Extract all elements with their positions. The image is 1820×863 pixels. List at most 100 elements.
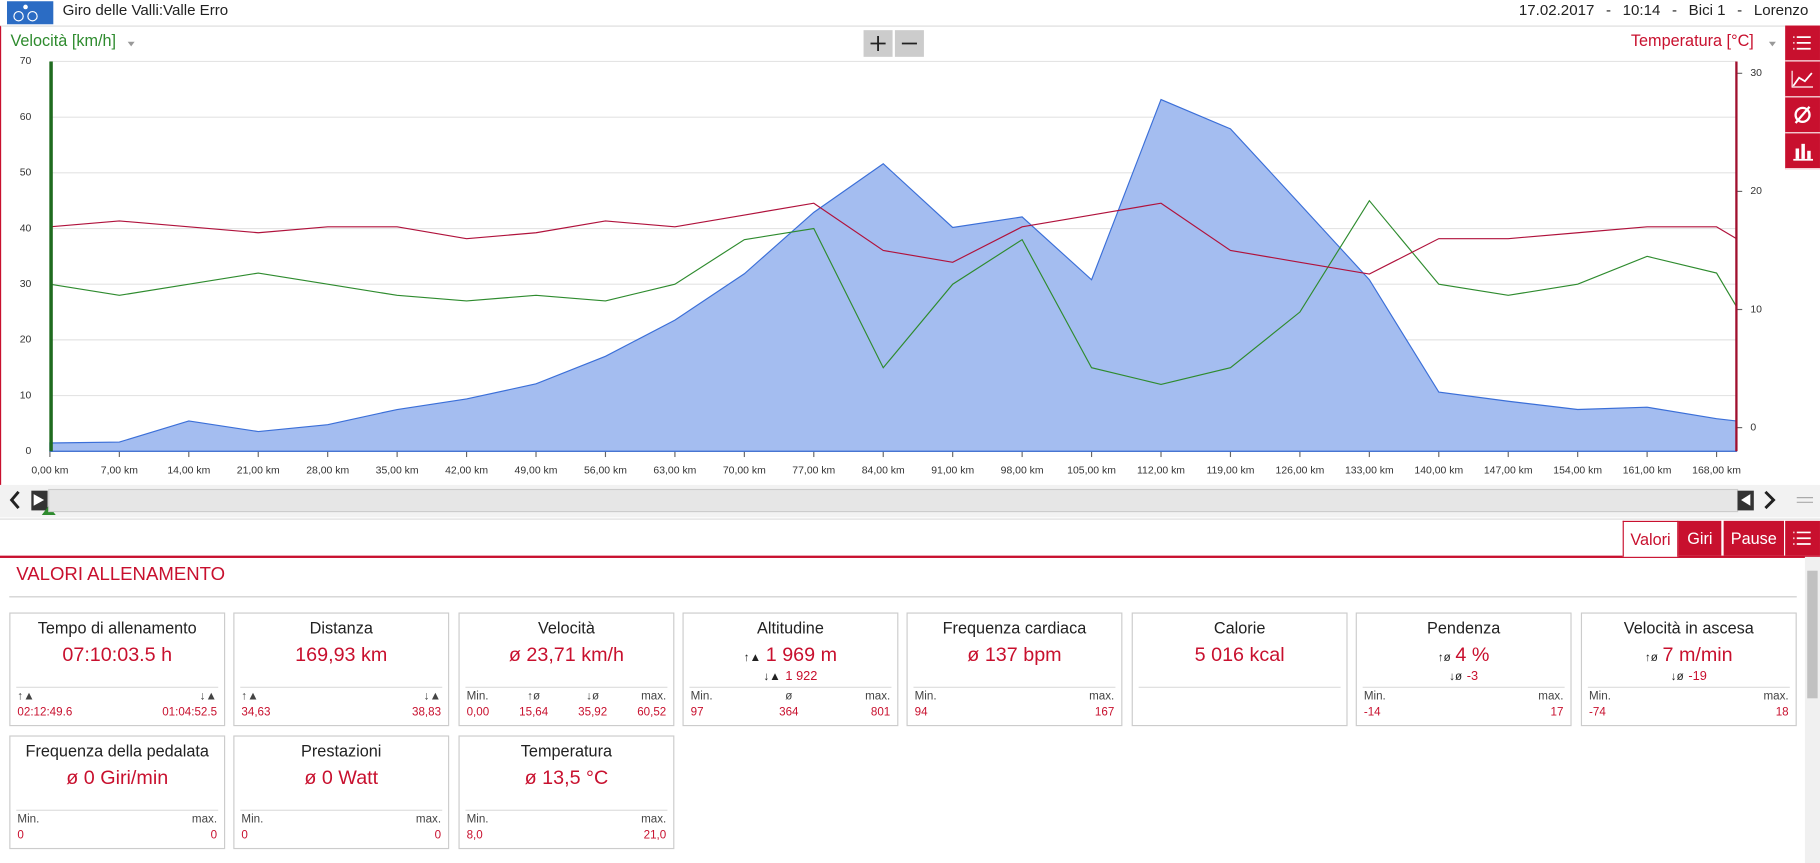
divider [689,686,892,688]
x-tick-label: 133,00 km [1345,466,1394,477]
y2-tick-label: 30 [1750,68,1762,79]
stat-label: ø [785,690,793,703]
tab[interactable]: Giri [1678,520,1722,556]
x-tick-label: 112,00 km [1137,466,1185,477]
stat-value: 364 [779,706,799,720]
stat: Min. 94 [915,690,937,719]
stat: max. 21,0 [641,813,666,842]
bike: Bici 1 [1688,1,1726,19]
stat-card: Prestazioni ø 0 Watt Min. 0 max. 0 [233,735,450,850]
value-icon: ↑ø [1644,651,1658,665]
zoom-out[interactable] [894,30,924,57]
altitude-area [49,98,1737,452]
y-tick-label: 60 [20,112,32,123]
stat-label: Min. [1363,690,1386,703]
x-tick-label: 98,00 km [1001,466,1044,477]
card-stats: Min. -74 max. 18 [1589,690,1789,719]
stat-label: max. [641,690,667,703]
stat-label: Min. [466,813,489,826]
divider [16,809,219,811]
tab[interactable]: Valori [1622,520,1679,557]
stat-label: Min. [914,690,937,703]
value-text: 169,93 km [295,643,388,666]
card-stats: ↑▲ 34,63 ↓▲ 38,83 [241,690,441,719]
divider [240,686,443,688]
stat: ø 364 [779,690,798,719]
y-tick-label: 20 [20,335,32,346]
y-tick-label: 50 [20,168,32,179]
average-button[interactable] [1785,97,1820,134]
x-tick-label: 0,00 km [31,466,68,477]
stat-label: Min. [17,813,40,826]
card-value: ø 13,5 °C [460,767,674,790]
card-value: ø 23,71 km/h [460,644,674,667]
sep: - [1672,1,1678,19]
x-tick-label: 168,00 km [1692,466,1741,477]
stat-value: 38,83 [412,706,442,720]
sub-icon: ↓ø [1449,670,1463,684]
sub-text: -19 [1688,669,1707,684]
stat-card: Velocità in ascesa ↑ø 7 m/min ↓ø -19 Min. -74 m… [1580,612,1797,727]
x-tick-label: 91,00 km [931,466,974,477]
stat: max. 801 [865,690,890,719]
stat-label: ↑ø [527,690,541,703]
card-title: Velocità [537,618,595,637]
scrollbar[interactable] [1804,556,1820,863]
stat-value: 15,64 [519,706,549,720]
bar-chart-button[interactable] [1785,133,1820,170]
tab-bar: Valori Giri Pause [0,518,1820,558]
card-stats: Min. 0 max. 0 [241,813,441,842]
range-slider[interactable] [0,484,1820,518]
sub-text: 1 922 [785,669,818,684]
stat-value: 801 [870,706,891,720]
card-sub: ↓▲ 1 922 [684,669,898,683]
y-axis-label: Velocità [km/h] [10,32,116,50]
stat-label: ↑▲ [241,690,259,703]
stat-label: ↓▲ [423,690,442,703]
stat-value: 0,00 [466,706,490,720]
value-text: ø 137 bpm [967,643,1062,666]
stat: Min. 0 [241,813,263,842]
dropdown[interactable] [127,41,135,47]
card-stats: Min. -14 max. 17 [1364,690,1564,719]
card-value: ↑▲ 1 969 m [684,644,898,667]
card-stats: Min. 0,00 ↑ø 15,64 ↓ø 35,92 max. 60,52 [467,690,667,719]
stat: ↓ø 35,92 [578,690,607,719]
card-title: Pendenza [1427,618,1501,637]
stat-card: Pendenza ↑ø 4 % ↓ø -3 Min. -14 max. 17 [1355,612,1572,727]
y2-tick-label: 20 [1750,186,1762,197]
zoom-in[interactable] [863,30,893,57]
line-chart-button[interactable] [1785,61,1820,98]
stat-card: Calorie 5 016 kcal [1131,612,1348,727]
sep: - [1737,1,1743,19]
divider [913,686,1116,688]
divider [16,686,219,688]
card-stats: Min. 94 max. 167 [915,690,1115,719]
stat-label: max. [1538,690,1564,703]
divider [465,809,668,811]
x-tick-label: 7,00 km [101,466,138,477]
dropdown[interactable] [1768,41,1776,47]
value-text: 1 969 m [765,643,838,666]
stat-value: 02:12:49.6 [17,706,73,720]
stat: max. 0 [192,813,217,842]
y-tick-label: 30 [20,279,32,290]
stat-label: Min. [1588,690,1611,703]
card-value: 5 016 kcal [1133,644,1347,667]
stat-label: max. [641,813,667,826]
stat: Min. 8,0 [467,813,489,842]
stat-label: max. [1089,690,1115,703]
tab-menu[interactable] [1785,520,1820,556]
stat-value: -14 [1363,706,1381,720]
x-tick-label: 84,00 km [862,466,905,477]
card-value: ↑ø 4 % [1357,644,1571,667]
stat: ↑▲ 02:12:49.6 [17,690,72,719]
menu-button[interactable] [1785,25,1820,62]
y-tick-label: 40 [20,223,32,234]
header: Giro delle Valli:Valle Erro 17.02.2017- … [0,0,1820,26]
x-tick-label: 140,00 km [1414,466,1463,477]
stat-label: ↓ø [586,690,600,703]
tab[interactable]: Pause [1723,520,1784,556]
x-tick-label: 119,00 km [1206,466,1254,477]
sub-text: -3 [1466,669,1479,684]
